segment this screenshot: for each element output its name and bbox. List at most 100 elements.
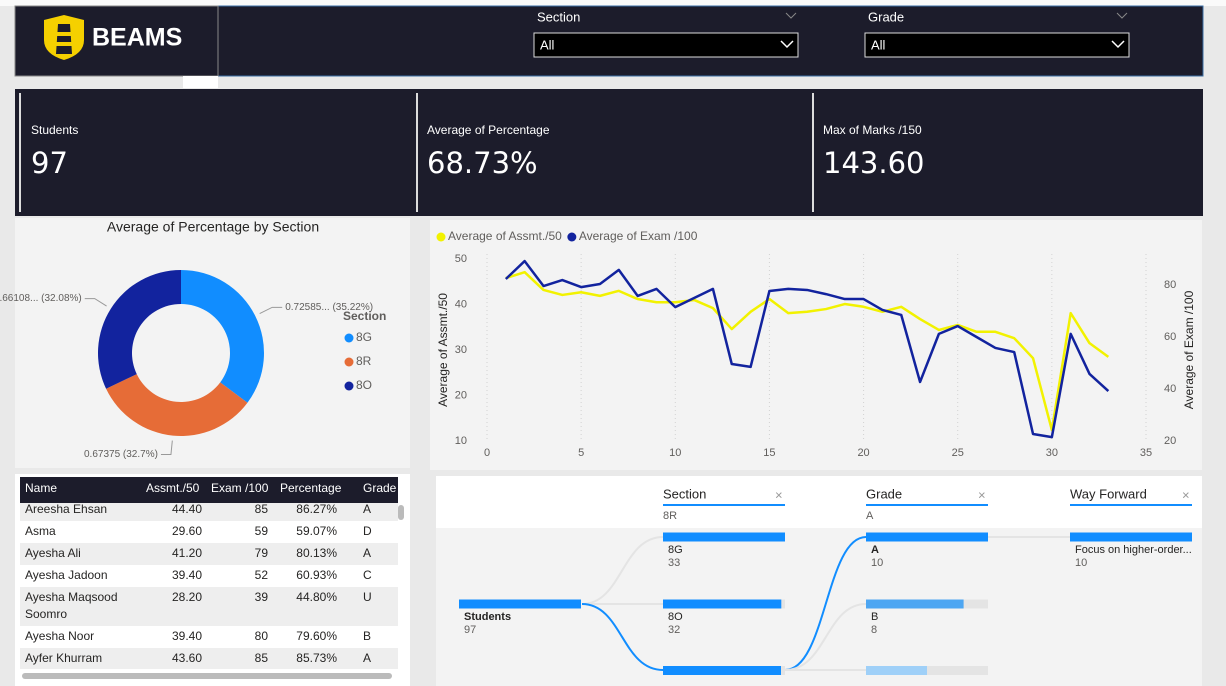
close-icon[interactable]: × <box>978 487 986 502</box>
tab <box>183 76 218 88</box>
cell: 41.20 <box>172 546 202 560</box>
leader-line <box>160 440 173 456</box>
legend-label[interactable]: Average of Exam /100 <box>579 229 698 243</box>
column-header[interactable]: Name <box>25 481 57 495</box>
donut-slice[interactable] <box>98 270 181 389</box>
node-value: 97 <box>464 624 476 636</box>
legend-label[interactable]: 8R <box>356 354 372 368</box>
cell: 80.13% <box>296 546 337 560</box>
series-line <box>505 270 1110 432</box>
table-header-bg <box>20 477 398 503</box>
close-icon[interactable]: × <box>1182 487 1190 502</box>
column-header[interactable]: Percentage <box>280 481 342 495</box>
node-value: 8 <box>871 624 877 636</box>
cell: Asma <box>25 524 56 538</box>
table-body: Areesha Ehsan 44.40 85 86.27% A Asma 29.60 59 59… <box>20 502 398 669</box>
donut-slice[interactable] <box>181 270 264 403</box>
kpi-band <box>15 89 1203 216</box>
cell: Areesha Ehsan <box>25 502 107 516</box>
ribbon-strip <box>0 0 1226 6</box>
cell: 59.07% <box>296 524 337 538</box>
legend-label[interactable]: 8O <box>356 378 372 392</box>
table-row: Ayesha Ali 41.20 79 80.13% A <box>20 543 398 565</box>
node-label: B <box>871 611 878 623</box>
x-tick-label: 30 <box>1046 447 1058 459</box>
tree-bar[interactable] <box>866 532 988 542</box>
tree-bar[interactable] <box>663 599 782 609</box>
row-bg <box>20 521 398 543</box>
series-line <box>504 259 1110 439</box>
y-tick-label: 40 <box>455 298 467 310</box>
dropdown[interactable] <box>864 32 1130 58</box>
tree-links <box>581 536 1070 671</box>
y-tick-label: 50 <box>455 253 467 265</box>
column-header[interactable]: Grade <box>363 481 397 495</box>
line-chart: 0 5 10 15 20 25 30 35 10 20 30 40 50 20 40 60 80 Average … <box>436 229 1196 459</box>
level-filter: A <box>866 510 874 522</box>
x-tick-label: 20 <box>857 447 869 459</box>
cell: Ayesha Ali <box>25 546 81 560</box>
tree-link <box>784 603 867 671</box>
kpi-label: Max of Marks /150 <box>823 123 922 137</box>
row-bg <box>20 565 398 587</box>
cell: D <box>363 524 372 538</box>
y-tick-label: 20 <box>455 389 467 401</box>
node-label: Students <box>464 611 511 623</box>
cell: A <box>363 502 371 516</box>
h-scrollbar[interactable] <box>22 673 392 679</box>
logo-lighthouse <box>56 24 72 54</box>
tree-bar[interactable] <box>1070 532 1192 542</box>
leader-line <box>259 306 283 315</box>
node-value: 10 <box>871 557 883 569</box>
level-filter: 8R <box>663 510 677 522</box>
dropdown[interactable] <box>533 32 799 58</box>
row-bg <box>20 503 398 521</box>
logo-stripes <box>56 32 72 46</box>
cell: 39.40 <box>172 568 202 582</box>
line-panel <box>430 220 1202 470</box>
cell: 52 <box>255 568 269 582</box>
table-row: Ayesha Noor 39.40 80 79.60% B <box>20 626 398 648</box>
level-title: Grade <box>866 486 902 501</box>
close-icon[interactable]: × <box>775 487 783 502</box>
filters: Section All Grade All <box>533 9 1130 58</box>
legend-label[interactable]: Average of Assmt./50 <box>448 229 562 243</box>
legend-label[interactable]: 8G <box>356 330 372 344</box>
cell: 79 <box>255 546 269 560</box>
tree-bar[interactable] <box>663 666 781 675</box>
node-label: 8O <box>668 611 683 623</box>
dropdown-value: All <box>540 37 555 52</box>
dropdown-value: All <box>871 37 886 52</box>
column-header[interactable]: Assmt./50 <box>146 481 200 495</box>
data-label: 0.72585... (35.22%) <box>285 302 373 313</box>
tree-bar[interactable] <box>663 532 785 542</box>
row-bg <box>20 648 398 669</box>
table: Name Assmt./50 Exam /100 Percentage Grade Are… <box>20 477 398 669</box>
chevron <box>1116 12 1128 19</box>
row-bg <box>20 626 398 648</box>
chart-title: Average of Percentage by Section <box>107 219 319 235</box>
kpi-label: Average of Percentage <box>427 123 550 137</box>
node-label: Focus on higher-order... <box>1075 544 1192 556</box>
kpi-value: 97 <box>31 146 68 180</box>
cell-line: Ayesha Maqsood <box>25 590 121 604</box>
x-tick-label: 5 <box>578 447 584 459</box>
tree-bar[interactable] <box>866 666 927 675</box>
tree-bar[interactable] <box>866 599 964 609</box>
x-tick-label: 0 <box>484 447 490 459</box>
v-scrollbar[interactable] <box>398 505 404 520</box>
y2-tick-label: 40 <box>1164 383 1176 395</box>
cell: 44.80% <box>296 590 337 604</box>
kpi-label: Students <box>31 123 78 137</box>
column-header[interactable]: Exam /100 <box>211 481 269 495</box>
tree-bar[interactable] <box>459 599 581 609</box>
donut-slice[interactable] <box>106 374 248 436</box>
table-row: Areesha Ehsan 44.40 85 86.27% A <box>20 502 398 521</box>
cell: 43.60 <box>172 651 202 665</box>
legend-title: Section <box>343 309 386 323</box>
y2-tick-label: 60 <box>1164 331 1176 343</box>
tree-link <box>581 536 664 605</box>
filter-label: Grade <box>868 9 904 24</box>
chevron <box>780 40 794 49</box>
